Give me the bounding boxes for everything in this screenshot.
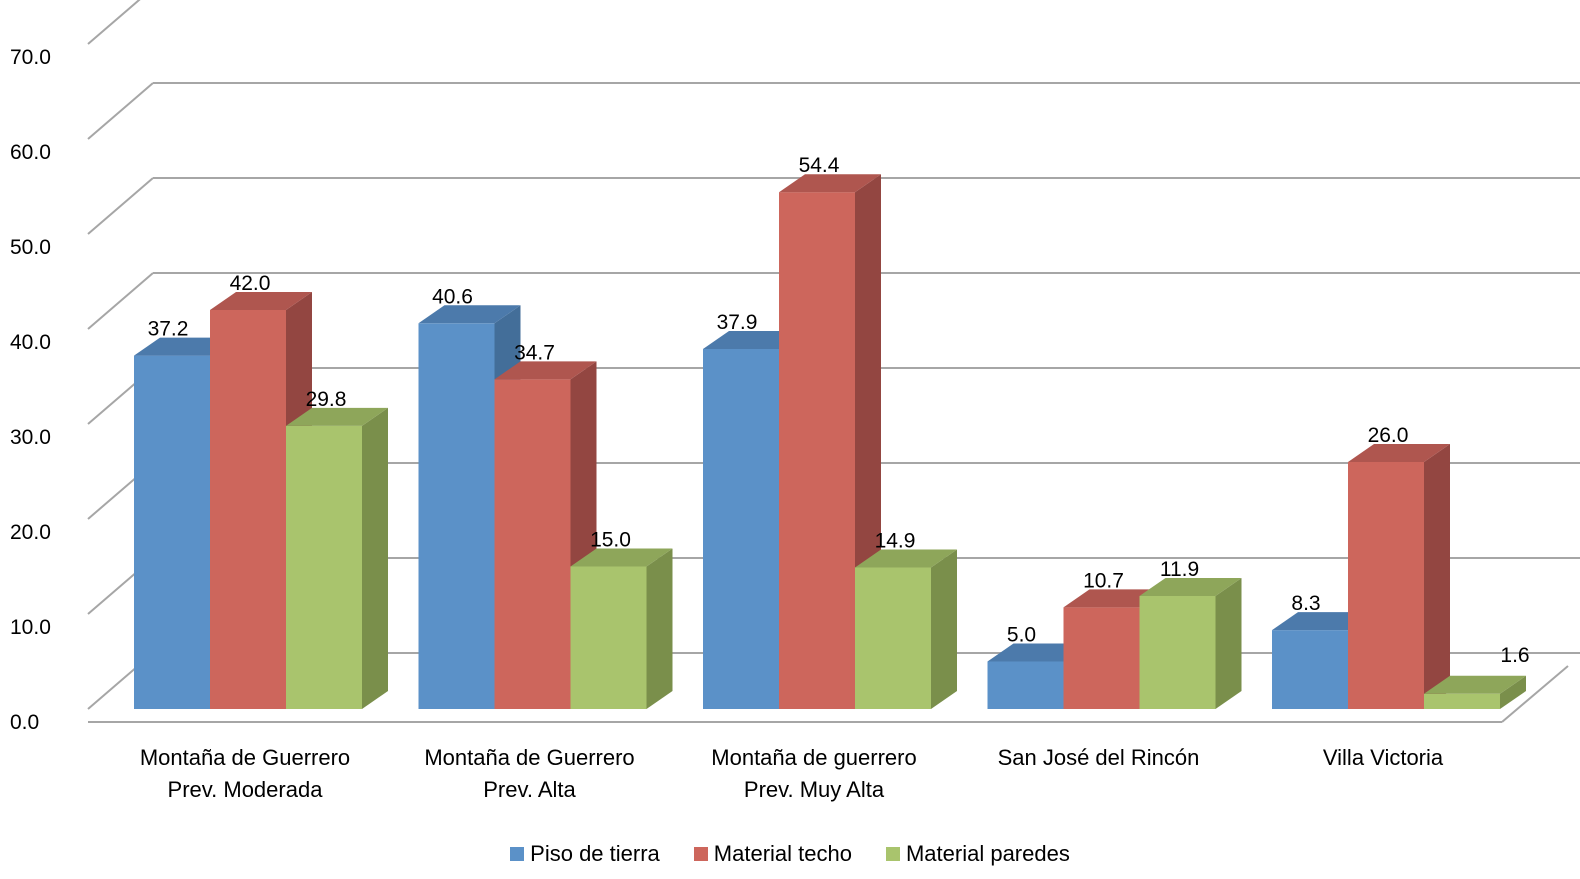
gridline-side	[87, 177, 154, 235]
bar-front	[134, 355, 210, 709]
category-label: Montaña de Guerrero	[140, 745, 350, 770]
data-label: 14.9	[875, 529, 916, 552]
bar-front	[1348, 462, 1424, 709]
bar	[286, 407, 388, 709]
bar-top	[779, 174, 881, 193]
category-label: Villa Victoria	[1323, 745, 1444, 770]
category-label: Prev. Moderada	[168, 777, 324, 802]
bar-front	[286, 425, 362, 709]
data-label: 10.7	[1083, 569, 1124, 592]
bar-front	[418, 323, 495, 709]
bar-front	[570, 566, 647, 709]
data-label: 8.3	[1291, 592, 1320, 615]
bar-front	[703, 348, 779, 709]
bar	[1424, 675, 1526, 709]
y-tick-label: 40.0	[10, 331, 51, 354]
gridline-side	[87, 272, 154, 330]
legend-label: Piso de tierra	[530, 841, 660, 866]
y-tick-label: 10.0	[10, 616, 51, 639]
y-tick-label: 20.0	[10, 521, 51, 544]
bar-side	[1424, 444, 1450, 709]
legend-swatch	[510, 847, 525, 861]
data-label: 1.6	[1500, 644, 1529, 667]
bar-side	[1215, 577, 1242, 709]
bar-front	[1063, 607, 1140, 709]
bar-top	[1348, 444, 1450, 462]
bar	[1348, 444, 1450, 709]
y-tick-label: 50.0	[10, 236, 51, 259]
legend-label: Material techo	[713, 841, 852, 866]
data-label: 15.0	[590, 529, 631, 552]
bar	[570, 548, 673, 709]
data-labels: 37.2 42.0 29.8 40.6 34.7 15.0 37.9 54.4 14.9 5.0 1…	[148, 154, 1530, 667]
bar-side	[931, 549, 957, 709]
data-label: 5.0	[1007, 624, 1036, 647]
y-tick-label: 30.0	[10, 426, 51, 449]
bar-top	[494, 361, 597, 380]
category-label: San José del Rincón	[998, 745, 1200, 770]
gridline-side	[87, 0, 141, 45]
bar-top	[570, 548, 673, 567]
data-label: 34.7	[514, 341, 555, 364]
legend-item: Material paredes	[885, 841, 1070, 867]
bar-top	[855, 549, 957, 568]
bar-side	[646, 548, 673, 709]
data-label: 54.4	[799, 154, 840, 177]
y-tick-label: 0.0	[10, 711, 39, 734]
bar	[1139, 577, 1242, 709]
bar-top	[1424, 675, 1526, 694]
data-label: 26.0	[1368, 424, 1409, 447]
legend-label: Material paredes	[905, 841, 1070, 866]
bar-front	[494, 379, 571, 709]
bar-front	[210, 310, 286, 709]
gridline-side	[87, 82, 154, 140]
bar-front	[1424, 693, 1500, 709]
data-label: 37.9	[717, 311, 758, 334]
category-label: Montaña de Guerrero	[424, 745, 634, 770]
category-label: Montaña de guerrero	[711, 745, 916, 770]
floor-side-edge	[1501, 665, 1569, 723]
data-label: 42.0	[230, 272, 271, 295]
legend-item: Material techo	[693, 841, 852, 867]
bar-side	[1500, 675, 1526, 709]
bar-front	[1139, 595, 1216, 709]
bar-front	[987, 661, 1064, 709]
category-label: Prev. Muy Alta	[744, 777, 885, 802]
y-axis-tick-labels: 0.0 10.0 20.0 30.0 40.0 50.0 60.0 70.0	[10, 46, 51, 734]
bar-top	[286, 407, 388, 426]
data-label: 37.2	[148, 318, 189, 341]
bar-front	[779, 192, 855, 709]
bar-front	[1272, 630, 1348, 709]
y-tick-label: 70.0	[10, 46, 51, 69]
legend-item: Piso de tierra	[510, 841, 660, 867]
bar-top	[418, 305, 521, 324]
y-tick-label: 60.0	[10, 141, 51, 164]
bar-side	[362, 407, 388, 709]
data-label: 11.9	[1160, 558, 1199, 581]
category-label: Prev. Alta	[483, 777, 576, 802]
bar-front	[855, 567, 931, 709]
bars	[134, 174, 1526, 709]
legend: Piso de tierra Material techo Material par…	[0, 838, 1580, 870]
legend-swatch	[693, 847, 708, 861]
bar	[494, 361, 597, 709]
bar-top	[210, 292, 312, 310]
legend-swatch	[885, 847, 900, 861]
x-axis-category-labels: Montaña de Guerrero Prev. Moderada Montaña…	[140, 745, 1444, 802]
bar	[855, 549, 957, 709]
data-label: 40.6	[432, 285, 473, 308]
data-label: 29.8	[306, 388, 347, 411]
bar-top	[1139, 577, 1242, 596]
